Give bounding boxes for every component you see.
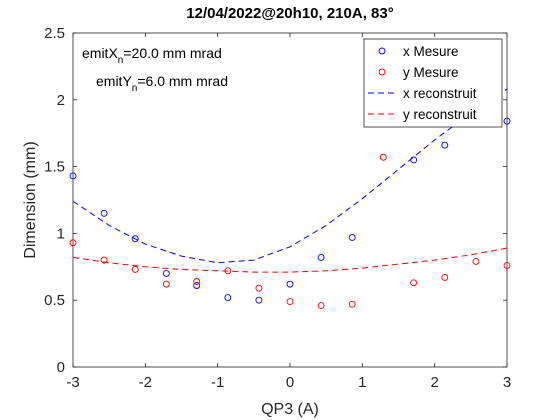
y-tick-label: 0.5 [44,292,65,309]
data-point-y-mesure [255,284,263,292]
legend-label-x-mesure: x Mesure [403,44,459,59]
data-point-y-mesure [348,300,356,308]
data-point-y-mesure [472,258,480,265]
data-point-y-mesure [441,274,449,281]
data-point-x-mesure [503,117,511,125]
legend-marker-y-mesure [378,68,386,76]
series-line-x-reconstruit [72,88,508,264]
data-point-x-mesure [255,296,263,304]
data-point-x-mesure [131,235,139,243]
legend-label-x-reconstruit: x reconstruit [403,86,477,101]
legend-label-y-mesure: y Mesure [403,65,459,80]
x-tick-label: 3 [503,374,511,391]
data-point-x-mesure [348,233,356,241]
data-point-y-mesure [162,280,170,288]
legend-box [363,38,503,128]
series-line-y-reconstruit [72,247,508,273]
data-point-x-mesure [224,294,232,301]
legend-label-y-reconstruit: y reconstruit [403,107,477,122]
data-point-y-mesure [193,278,201,285]
x-tick-label: 0 [286,374,294,391]
y-tick-label: 1.5 [44,159,65,176]
data-point-y-mesure [503,262,511,269]
x-tick-label: -2 [139,374,152,391]
x-tick-label: -1 [211,374,224,391]
data-point-x-mesure [162,270,170,277]
curves [72,88,508,273]
legend-marker-x-mesure [378,47,386,55]
y-tick-label: 2 [57,92,65,109]
x-tick-label: 2 [430,374,438,391]
data-point-x-mesure [69,172,77,180]
data-point-y-mesure [100,256,108,264]
data-point-x-mesure [100,209,108,217]
chart-title: 12/04/2022@20h10, 210A, 83° [186,5,393,22]
x-tick-label: 1 [358,374,366,391]
data-point-x-mesure [193,282,201,289]
data-point-x-mesure [410,156,418,164]
data-point-x-mesure [317,253,325,261]
x-axis-label: QP3 (A) [261,401,319,418]
annotation-emittance: emitXn=20.0 mm mrad [82,45,222,66]
x-tick-label: -3 [66,374,79,391]
y-tick-label: 2.5 [44,25,65,42]
legend: x Mesure y Mesure x reconstruit y reconstru… [363,38,503,128]
data-point-y-mesure [69,239,77,247]
y-tick-label: 1 [57,225,65,242]
annotation-emittance: emitYn=6.0 mm mrad [96,73,228,94]
annotations: emitXn=20.0 mm mrad emitYn=6.0 mm mrad [82,45,228,94]
data-point-y-mesure [317,302,325,309]
y-tick-label: 0 [57,359,65,376]
data-point-y-mesure [410,279,418,287]
axes: -3 -2 -1 0 1 2 3 0 0.5 1 1.5 2 2.5 [44,25,511,391]
data-point-x-mesure [441,141,449,149]
data-point-y-mesure [286,298,294,305]
data-point-y-mesure [379,153,387,161]
y-axis-label: Dimension (mm) [22,141,39,258]
data-point-y-mesure [131,266,139,273]
data-point-y-mesure [224,267,232,275]
markers [69,117,511,309]
data-point-x-mesure [286,280,294,288]
